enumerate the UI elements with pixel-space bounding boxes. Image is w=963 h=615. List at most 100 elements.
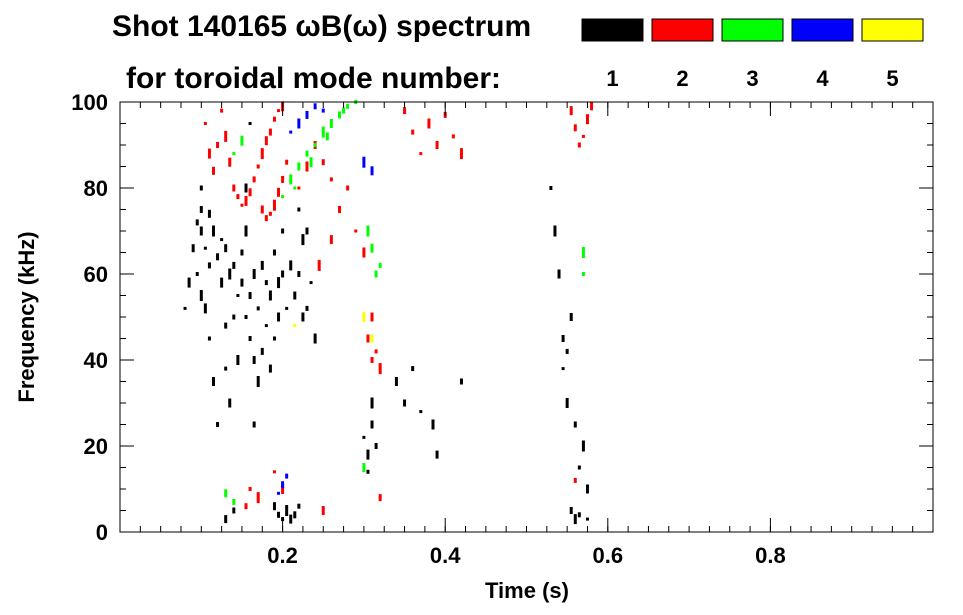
- spectrum-point-n1: [577, 465, 581, 470]
- spectrum-point-n2: [244, 503, 248, 510]
- spectrum-point-n2: [378, 363, 382, 375]
- spectrum-point-n1: [248, 122, 252, 125]
- plot-frame: [119, 101, 934, 533]
- spectrum-point-n1: [187, 277, 191, 288]
- spectrum-point-n3: [366, 225, 370, 237]
- y-axis: 0 20 40 60 80 100: [71, 90, 933, 545]
- spectrum-point-n4: [321, 108, 325, 113]
- spectrum-point-n1: [216, 253, 220, 261]
- spectrum-point-n1: [199, 185, 203, 191]
- spectrum-point-n1: [557, 269, 561, 279]
- spectrum-point-n4: [305, 110, 309, 119]
- spectrum-point-n2: [240, 203, 244, 207]
- spectrum-point-n1: [313, 333, 317, 344]
- spectrum-point-n1: [309, 281, 313, 285]
- spectrum-point-n4: [277, 491, 281, 495]
- spectrum-point-n2: [362, 247, 366, 258]
- spectrum-point-n2: [236, 194, 240, 200]
- spectrum-point-n2: [411, 129, 415, 135]
- spectrum-point-n3: [305, 150, 309, 157]
- spectrum-point-n5: [362, 312, 366, 322]
- spectrum-point-n2: [435, 141, 439, 149]
- x-tick-label: 0.8: [755, 543, 786, 568]
- spectrum-point-n1: [191, 244, 195, 253]
- spectrum-point-n3: [325, 132, 329, 141]
- spectrum-point-n2: [329, 177, 333, 182]
- spectrum-point-n1: [435, 450, 439, 459]
- spectrum-point-n1: [577, 512, 581, 518]
- spectrum-point-n2: [338, 206, 342, 213]
- spectrum-point-n1: [264, 280, 268, 286]
- spectrum-point-n2: [264, 136, 268, 146]
- spectrum-point-n2: [451, 134, 455, 139]
- spectrum-point-n1: [293, 291, 297, 300]
- legend-label-5: 5: [886, 66, 898, 91]
- spectrum-point-n1: [224, 515, 228, 524]
- spectrum-point-n1: [248, 336, 252, 341]
- spectrum-point-n3: [309, 157, 313, 168]
- spectrum-point-n1: [228, 398, 232, 408]
- y-tick-label: 20: [84, 434, 108, 459]
- spectrum-point-n3: [232, 152, 236, 156]
- spectrum-point-n1: [285, 505, 289, 516]
- spectrum-point-n2: [277, 187, 281, 197]
- spectrum-point-n1: [394, 377, 398, 386]
- spectrum-point-n3: [329, 119, 333, 128]
- spectrum-point-n2: [329, 235, 333, 245]
- spectrum-point-n1: [362, 435, 366, 439]
- spectrum-point-n2: [203, 122, 207, 125]
- spectrum-point-n2: [272, 199, 276, 211]
- spectrum-point-n2: [297, 186, 301, 190]
- spectrum-point-n1: [240, 278, 244, 287]
- spectrum-point-n1: [199, 290, 203, 301]
- spectrum-point-n1: [232, 261, 236, 269]
- spectrum-point-n1: [244, 183, 248, 193]
- spectrum-point-n1: [277, 511, 281, 518]
- spectrum-point-n4: [285, 473, 289, 479]
- spectrum-point-n1: [366, 449, 370, 460]
- spectrum-point-n3: [297, 162, 301, 171]
- spectrum-point-n1: [285, 306, 289, 310]
- spectrum-point-n1: [236, 294, 240, 297]
- spectrum-point-n1: [297, 503, 301, 509]
- spectrum-point-n3: [281, 195, 285, 199]
- y-tick-label: 60: [84, 262, 108, 287]
- chart-header: Shot 140165 ωB(ω) spectrum for toroidal …: [112, 10, 531, 95]
- spectrum-point-n1: [252, 356, 256, 364]
- spectrum-point-n1: [403, 399, 407, 407]
- spectrum-point-n3: [224, 489, 228, 498]
- spectrum-point-n1: [281, 270, 285, 278]
- spectrum-point-n2: [224, 130, 228, 142]
- spectrum-point-n2: [207, 148, 211, 159]
- legend: 1 2 3 4 5: [581, 18, 924, 91]
- y-tick-label: 100: [71, 90, 108, 115]
- spectrum-point-n1: [281, 228, 285, 234]
- chart-title: Shot 140165 ωB(ω) spectrum: [112, 10, 531, 43]
- spectrum-point-n1: [370, 420, 374, 429]
- spectrum-point-n4: [289, 130, 293, 134]
- spectrum-point-n4: [362, 156, 366, 168]
- spectrum-point-n1: [573, 514, 577, 525]
- spectrum-point-n2: [220, 108, 224, 113]
- spectrum-point-n2: [419, 152, 423, 156]
- spectrum-point-n4: [313, 103, 317, 110]
- spectrum-point-n1: [256, 376, 260, 387]
- spectrum-point-n1: [301, 312, 305, 322]
- spectrum-point-n1: [236, 355, 240, 365]
- y-tick-label: 80: [84, 176, 108, 201]
- spectrum-point-n1: [252, 269, 256, 279]
- spectrum-point-n1: [199, 226, 203, 236]
- spectrum-point-n1: [561, 335, 565, 342]
- spectrum-point-n1: [297, 207, 301, 212]
- spectrum-point-n2: [573, 477, 577, 483]
- spectrum-point-n3: [362, 463, 366, 472]
- spectrum-point-n1: [211, 377, 215, 386]
- spectrum-point-n1: [203, 303, 207, 314]
- spectrum-point-n1: [305, 227, 309, 235]
- spectrum-point-n2: [374, 349, 378, 354]
- spectrum-point-n1: [224, 244, 228, 253]
- spectrum-point-n3: [293, 186, 297, 190]
- spectrum-point-n1: [370, 397, 374, 409]
- spectrum-point-n1: [297, 271, 301, 277]
- spectrum-point-n1: [431, 419, 435, 430]
